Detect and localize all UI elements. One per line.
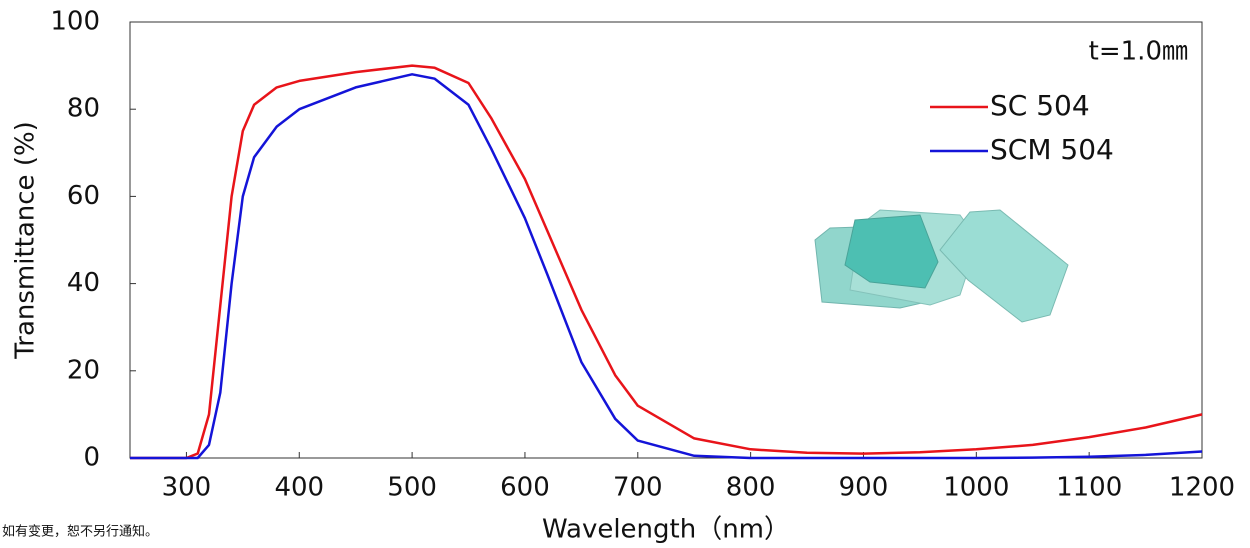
series-line	[130, 64, 1203, 460]
x-tick-label: 900	[839, 473, 889, 503]
x-tick-label: 800	[726, 473, 776, 503]
y-tick-label: 80	[67, 94, 100, 124]
series-line	[130, 73, 1203, 460]
footnote: 如有变更，恕不另行通知。	[2, 524, 158, 540]
glass-piece	[939, 209, 1069, 323]
y-tick-label: 0	[83, 443, 100, 473]
y-tick-label: 40	[67, 268, 100, 298]
x-tick-label: 700	[613, 473, 663, 503]
x-axis-label: Wavelength（nm）	[542, 515, 790, 545]
y-tick-label: 20	[67, 355, 100, 385]
glass-piece	[844, 214, 939, 289]
x-tick-label: 300	[162, 473, 212, 503]
y-tick-label: 60	[67, 181, 100, 211]
legend-label: SCM 504	[990, 133, 1114, 166]
x-tick-label: 1200	[1169, 473, 1235, 503]
x-tick-label: 500	[387, 473, 437, 503]
y-tick-label: 100	[50, 7, 100, 37]
x-tick-label: 400	[274, 473, 324, 503]
x-tick-label: 600	[500, 473, 550, 503]
y-axis-label: Transmittance (%)	[11, 121, 41, 360]
glass-illustration	[814, 209, 1069, 323]
annotation: t=1.0㎜	[1089, 37, 1188, 67]
legend-label: SC 504	[990, 89, 1090, 122]
x-tick-label: 1100	[1056, 473, 1122, 503]
x-tick-label: 1000	[943, 473, 1009, 503]
plot-frame	[129, 21, 1203, 459]
